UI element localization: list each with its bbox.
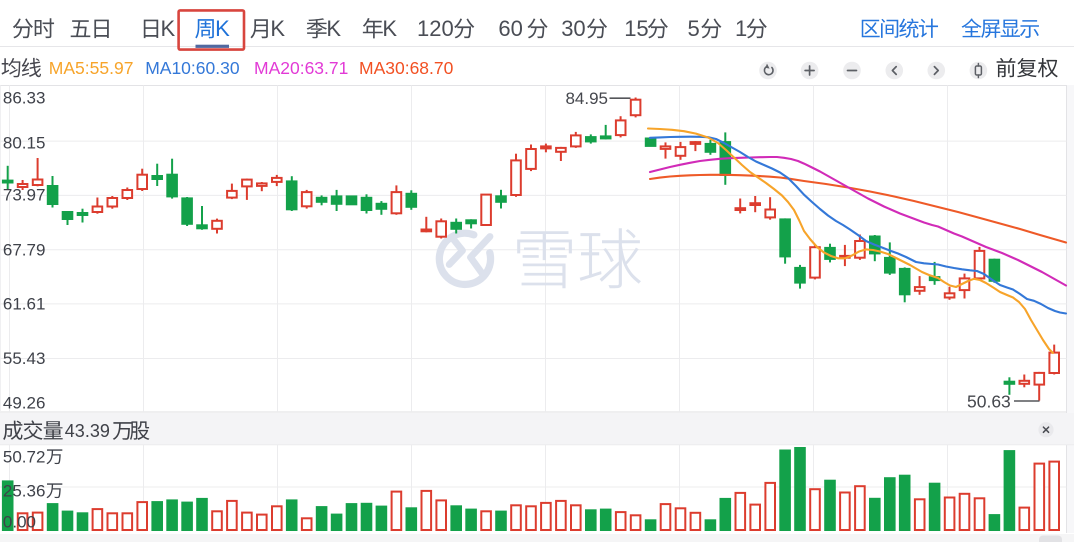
svg-text:30: 30 [561,16,585,41]
svg-text:67.79: 67.79 [3,240,46,259]
svg-text:55.43: 55.43 [3,349,46,368]
svg-text:43.39: 43.39 [65,421,110,441]
svg-text:50.63: 50.63 [967,392,1011,412]
svg-text:15: 15 [624,16,648,41]
svg-text:73.97: 73.97 [3,186,46,205]
svg-text:84.95: 84.95 [565,89,608,108]
svg-text:MA10:60.30: MA10:60.30 [145,58,240,78]
svg-text:86.33: 86.33 [3,88,46,107]
svg-text:MA20:63.71: MA20:63.71 [254,58,348,78]
svg-text:MA5:55.97: MA5:55.97 [49,58,134,78]
svg-text:MA30:68.70: MA30:68.70 [359,58,454,78]
svg-text:K: K [215,16,230,41]
svg-text:1: 1 [735,16,747,41]
svg-text:60: 60 [498,16,522,41]
svg-text:5: 5 [688,16,700,41]
svg-text:0.00: 0.00 [3,513,36,532]
svg-text:K: K [270,16,285,41]
svg-text:25.36: 25.36 [3,481,46,500]
svg-text:K: K [161,16,176,41]
svg-text:120: 120 [417,16,454,41]
svg-text:61.61: 61.61 [3,295,46,314]
svg-text:49.26: 49.26 [3,393,46,412]
svg-text:K: K [326,16,341,41]
svg-text:80.15: 80.15 [3,134,46,153]
svg-text:K: K [382,16,397,41]
svg-text:50.72: 50.72 [3,447,46,466]
